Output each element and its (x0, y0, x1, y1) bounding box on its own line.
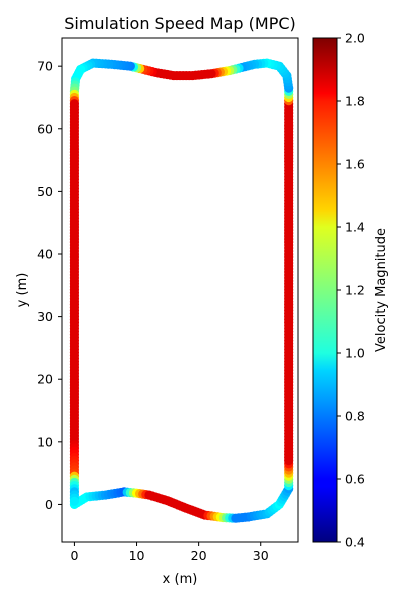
y-axis-label: y (m) (15, 273, 30, 308)
y-tick-label-3: 30 (37, 309, 53, 324)
chart-title: Simulation Speed Map (MPC) (64, 14, 296, 33)
y-tick-label-1: 10 (37, 434, 53, 449)
x-tick-label-3: 30 (253, 548, 269, 563)
colorbar-tick-label-2: 0.8 (345, 409, 365, 424)
data-points (69, 58, 294, 523)
colorbar-ticks: 0.4 0.6 0.8 1.0 1.2 1.4 1.6 1.8 2.0 (337, 31, 365, 550)
colorbar-tick-label-1: 0.6 (345, 472, 365, 487)
colorbar-tick-label-4: 1.2 (345, 283, 365, 298)
y-axis-ticks: 0 10 20 30 40 50 60 70 (37, 59, 62, 512)
x-axis-ticks: 0 10 20 30 (70, 542, 269, 563)
colorbar-tick-label-8: 2.0 (345, 31, 365, 46)
colorbar-scale (312, 37, 338, 543)
y-tick-label-5: 50 (37, 184, 53, 199)
colorbar-tick-label-3: 1.0 (345, 346, 365, 361)
colorbar-label: Velocity Magnitude (374, 228, 389, 352)
plot-area: 0 10 20 30 0 10 20 30 40 50 60 70 (37, 37, 299, 563)
y-tick-label-2: 20 (37, 372, 53, 387)
x-tick-label-0: 0 (70, 548, 78, 563)
speed-point-426 (69, 496, 80, 506)
colorbar-tick-label-5: 1.4 (345, 220, 365, 235)
colorbar: 0.4 0.6 0.8 1.0 1.2 1.4 1.6 1.8 2.0 (312, 31, 365, 550)
y-tick-label-6: 60 (37, 121, 53, 136)
x-tick-label-1: 10 (129, 548, 145, 563)
colorbar-tick-label-7: 1.8 (345, 94, 365, 109)
y-tick-label-0: 0 (45, 497, 53, 512)
x-axis-label: x (m) (163, 572, 198, 587)
colorbar-tick-label-0: 0.4 (345, 535, 365, 550)
y-tick-label-4: 40 (37, 247, 53, 262)
axes-background (62, 38, 298, 542)
colorbar-tick-label-6: 1.6 (345, 157, 365, 172)
axes-frame (61, 37, 299, 543)
x-tick-label-2: 20 (191, 548, 207, 563)
y-tick-label-7: 70 (37, 59, 53, 74)
